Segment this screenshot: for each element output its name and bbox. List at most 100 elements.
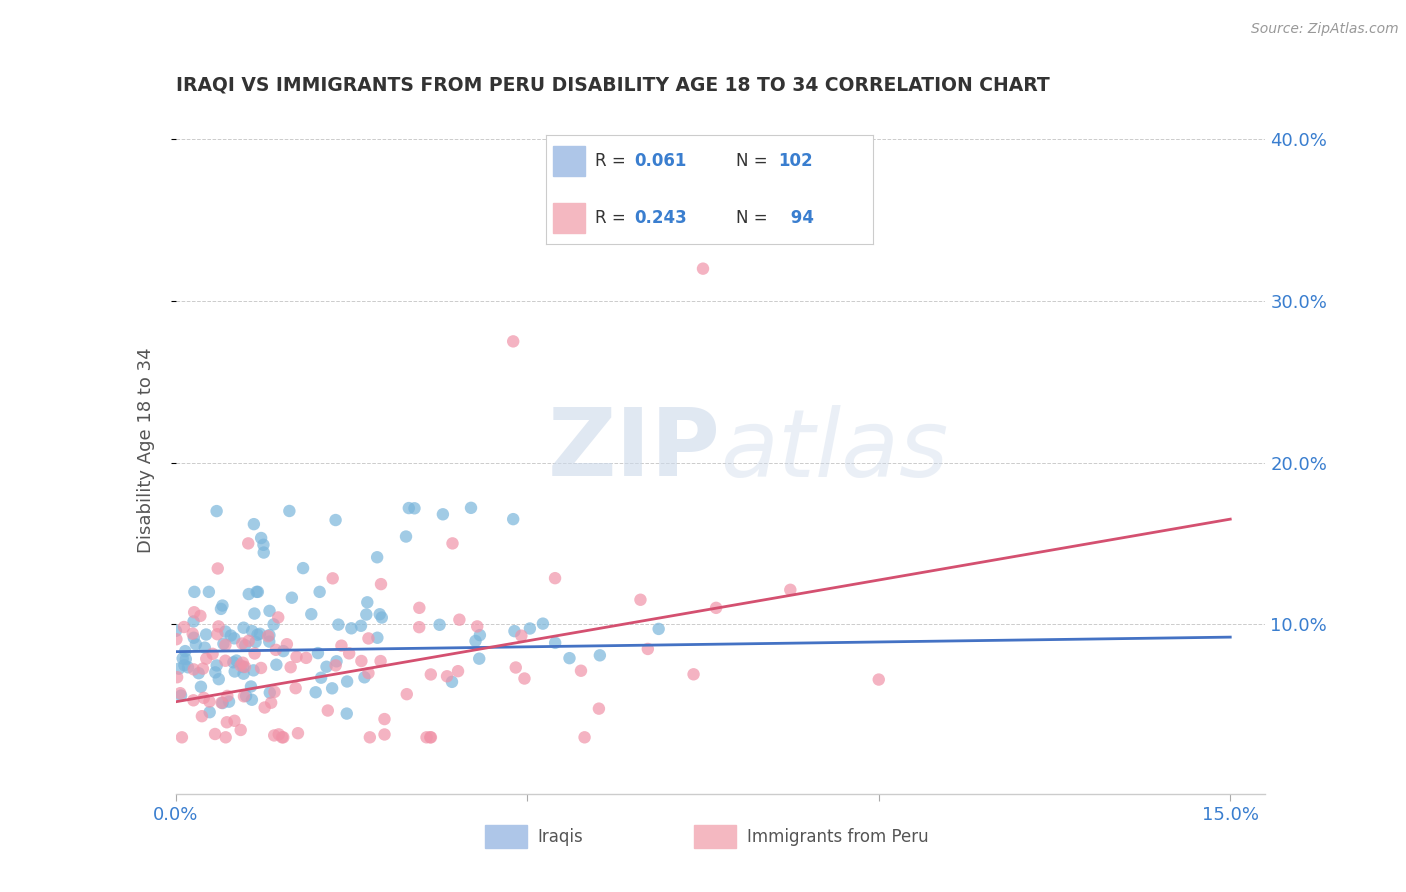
Point: [415, 731, 437, 745]
Point: [172, 651, 194, 665]
Point: [502, 334, 524, 349]
Point: [246, 585, 269, 599]
Point: [174, 644, 197, 658]
Point: [284, 681, 307, 695]
Point: [198, 705, 221, 719]
Point: [191, 662, 214, 676]
Point: [368, 607, 391, 622]
Point: [238, 536, 260, 550]
Point: [174, 652, 197, 666]
Point: [510, 629, 533, 643]
Point: [257, 629, 280, 643]
Point: [779, 582, 801, 597]
Point: [692, 261, 714, 276]
Point: [271, 731, 294, 745]
Point: [468, 651, 491, 665]
Point: [325, 513, 347, 527]
Point: [187, 666, 209, 681]
Point: [183, 662, 205, 676]
Point: [224, 714, 246, 728]
Point: [449, 613, 471, 627]
Point: [204, 665, 226, 680]
Point: [350, 654, 373, 668]
Text: Source: ZipAtlas.com: Source: ZipAtlas.com: [1251, 22, 1399, 37]
Point: [198, 585, 221, 599]
Point: [359, 731, 381, 745]
Point: [460, 500, 482, 515]
Point: [292, 561, 315, 575]
Point: [336, 674, 359, 689]
Point: [173, 620, 195, 634]
Point: [183, 585, 205, 599]
Point: [468, 628, 491, 642]
Point: [166, 670, 188, 684]
Point: [253, 700, 276, 714]
Point: [295, 651, 318, 665]
Point: [366, 550, 388, 565]
Point: [205, 658, 228, 673]
Point: [211, 696, 233, 710]
Point: [276, 637, 298, 651]
Point: [229, 658, 252, 673]
Point: [263, 685, 285, 699]
Point: [231, 636, 253, 650]
Point: [315, 659, 337, 673]
Point: [395, 529, 418, 543]
Point: [219, 629, 242, 643]
Point: [281, 591, 304, 605]
Point: [214, 624, 236, 639]
Point: [252, 538, 274, 552]
Point: [238, 633, 260, 648]
Text: ZIP: ZIP: [548, 404, 721, 497]
Point: [353, 670, 375, 684]
Point: [371, 610, 394, 624]
Point: [177, 660, 200, 674]
Point: [225, 654, 247, 668]
Point: [195, 651, 218, 665]
Point: [267, 610, 290, 624]
Point: [464, 634, 486, 648]
Point: [273, 644, 295, 658]
Point: [184, 637, 207, 651]
Point: [404, 501, 426, 516]
Point: [195, 627, 218, 641]
Y-axis label: Disability Age 18 to 34: Disability Age 18 to 34: [136, 348, 155, 553]
Point: [211, 599, 233, 613]
Point: [259, 628, 281, 642]
Point: [233, 660, 256, 674]
Point: [637, 642, 659, 657]
Point: [630, 592, 652, 607]
Point: [246, 628, 269, 642]
Point: [249, 627, 271, 641]
Point: [263, 617, 285, 632]
Point: [441, 536, 464, 550]
Point: [370, 654, 392, 668]
Point: [235, 689, 257, 703]
Point: [243, 517, 266, 532]
Point: [239, 680, 262, 694]
Point: [263, 728, 285, 742]
Point: [165, 624, 187, 638]
Point: [224, 632, 246, 646]
Point: [336, 706, 359, 721]
Point: [337, 646, 360, 660]
Point: [574, 731, 596, 745]
Point: [250, 661, 273, 675]
Point: [260, 696, 283, 710]
Point: [356, 595, 378, 609]
Point: [259, 604, 281, 618]
Point: [704, 600, 727, 615]
Point: [253, 545, 276, 559]
Point: [309, 671, 332, 685]
Point: [278, 504, 301, 518]
Point: [325, 658, 347, 673]
Point: [366, 631, 388, 645]
Point: [588, 701, 610, 715]
Point: [240, 692, 263, 706]
Point: [350, 619, 373, 633]
Point: [266, 657, 288, 672]
Point: [232, 660, 254, 674]
Point: [259, 686, 281, 700]
Point: [558, 651, 581, 665]
Point: [170, 731, 193, 745]
